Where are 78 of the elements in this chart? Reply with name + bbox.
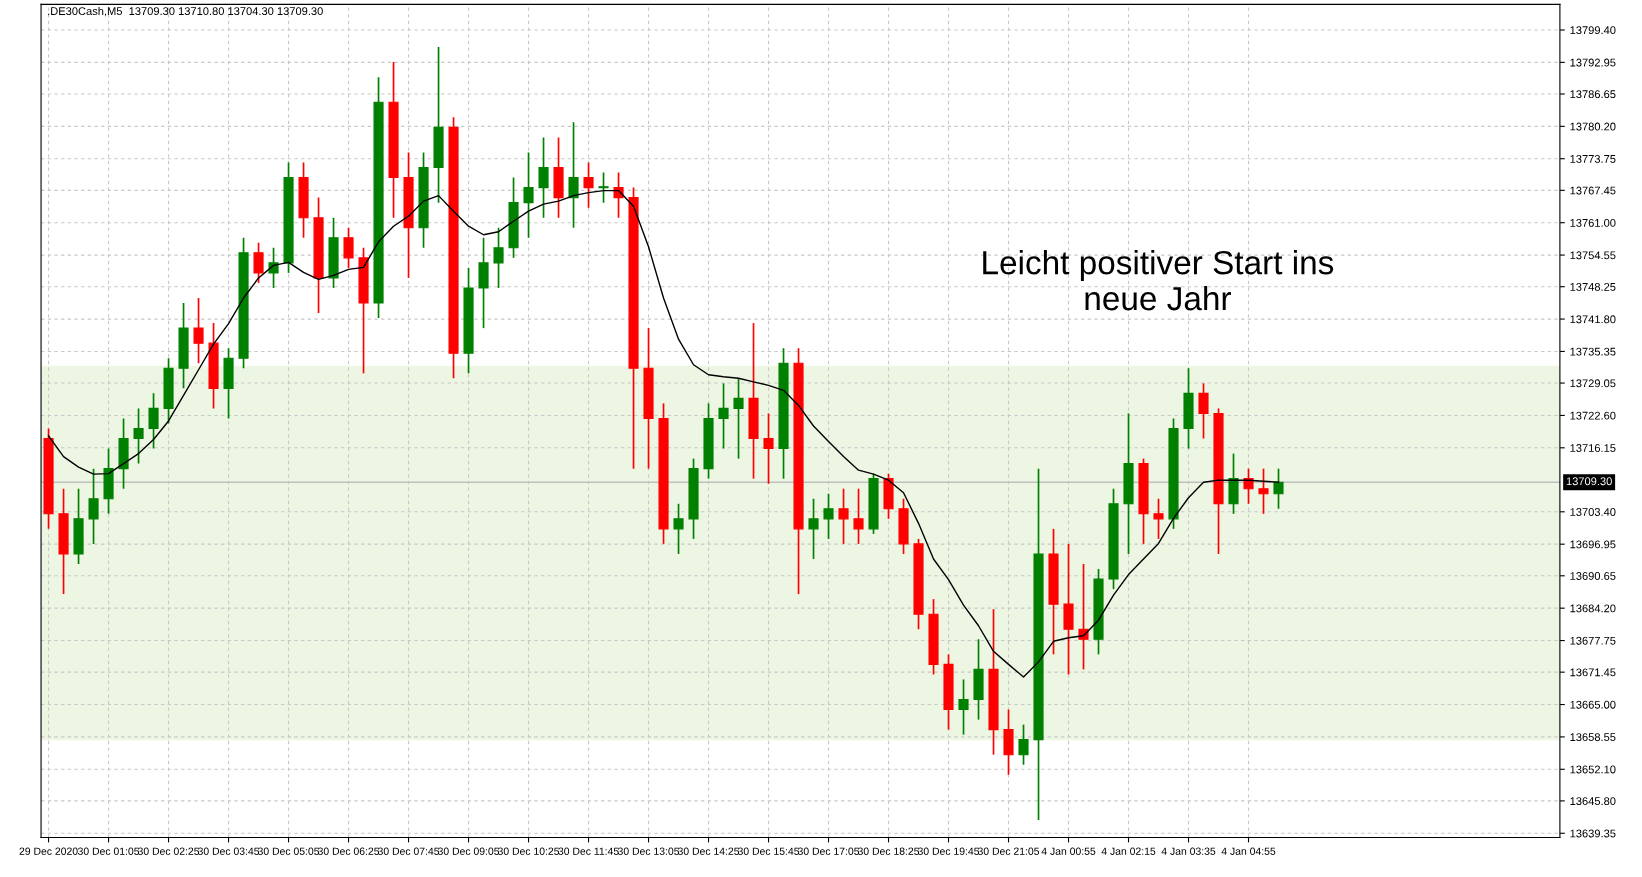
candlestick — [583, 161, 594, 209]
y-tick-label: 13773.75 — [1570, 154, 1616, 163]
candlestick — [823, 492, 834, 540]
candlestick — [523, 151, 534, 239]
x-tick-label: 30 Dec 03:45 — [197, 847, 260, 855]
y-tick-label: 13671.45 — [1570, 668, 1616, 677]
x-tick-label: 30 Dec 07:45 — [377, 847, 440, 855]
y-tick-label: 13741.80 — [1570, 315, 1616, 324]
candlestick — [193, 297, 204, 365]
candlestick — [958, 678, 969, 736]
y-tick-label: 13735.35 — [1570, 347, 1616, 356]
y-tick-label: 13690.65 — [1570, 572, 1616, 580]
x-tick-label: 30 Dec 13:05 — [617, 847, 680, 855]
candlestick — [718, 382, 729, 450]
candlestick — [1018, 723, 1029, 766]
x-tick-label: 30 Dec 14:25 — [677, 847, 740, 855]
x-tick-label: 4 Jan 04:55 — [1221, 847, 1276, 855]
candlestick — [1078, 563, 1089, 671]
x-tick-label: 30 Dec 11:45 — [558, 847, 619, 855]
x-tick-label: 30 Dec 15:45 — [737, 847, 800, 855]
y-tick-label: 13780.20 — [1570, 122, 1616, 131]
candlestick — [133, 407, 144, 465]
candlestick — [1153, 497, 1164, 540]
y-tick-label: 13722.60 — [1570, 411, 1616, 420]
y-tick-label: 13792.95 — [1570, 58, 1616, 67]
y-tick-label: 13677.75 — [1570, 636, 1616, 645]
x-tick-label: 30 Dec 18:25 — [857, 847, 920, 855]
y-tick-label: 13684.20 — [1570, 604, 1616, 613]
x-tick-label: 29 Dec 2020 — [19, 847, 78, 855]
x-tick-label: 30 Dec 10:25 — [497, 847, 560, 855]
candlestick — [1273, 467, 1284, 510]
annotation: Leicht positiver Start ins neue Jahr — [983, 250, 1334, 311]
candlestick — [853, 487, 864, 545]
x-tick-label: 4 Jan 00:55 — [1041, 847, 1096, 855]
candlestick — [253, 241, 264, 284]
y-tick-label: 13767.45 — [1570, 186, 1616, 195]
y-tick-label: 13645.80 — [1570, 797, 1616, 806]
candlestick — [88, 467, 99, 545]
candlestick — [1198, 382, 1209, 440]
candlestick — [763, 412, 774, 485]
x-tick-label: 4 Jan 02:15 — [1101, 847, 1156, 855]
x-tick-label: 30 Dec 17:05 — [797, 847, 860, 855]
candlestick — [598, 171, 609, 204]
y-tick-label: 13716.15 — [1570, 444, 1616, 452]
x-tick-label: 30 Dec 21:05 — [977, 847, 1040, 855]
x-tick-label: 30 Dec 06:25 — [317, 847, 380, 855]
candlestick — [568, 121, 579, 229]
y-tick-label: 13703.40 — [1570, 508, 1616, 516]
candlestick — [1258, 467, 1269, 515]
x-tick-label: 30 Dec 09:05 — [437, 847, 500, 855]
y-tick-label: 13639.35 — [1570, 829, 1616, 838]
y-tick-label: 13748.25 — [1570, 282, 1616, 291]
candlestick — [493, 226, 504, 289]
x-tick-label: 30 Dec 05:05 — [257, 847, 320, 855]
candlestick — [673, 502, 684, 555]
y-tick-label: 13696.95 — [1570, 540, 1616, 549]
candlestick — [538, 136, 549, 219]
chart-title: .DE30Cash,M5 13709.30 13710.80 13704.30 13709.30 — [48, 6, 323, 17]
candlestick — [613, 171, 624, 219]
candlestick — [838, 487, 849, 545]
x-tick-label: 4 Jan 03:35 — [1161, 847, 1216, 855]
candlestick — [733, 377, 744, 460]
x-tick-label: 30 Dec 02:25 — [137, 847, 200, 855]
y-tick-label: 13754.55 — [1570, 251, 1616, 260]
y-tick-label: 13652.10 — [1570, 765, 1616, 774]
candlestick — [343, 226, 354, 269]
y-tick-label: 13761.00 — [1570, 218, 1616, 227]
x-tick-label: 30 Dec 01:05 — [77, 847, 140, 855]
candlestick — [808, 497, 819, 560]
y-tick-label: 13665.00 — [1570, 700, 1616, 709]
y-tick-label: 13799.40 — [1570, 26, 1616, 35]
candlestick — [268, 246, 279, 289]
y-tick-label: 13786.65 — [1570, 90, 1616, 99]
x-tick-label: 30 Dec 19:45 — [917, 847, 980, 855]
ref-line-label: 13709.30 — [1566, 477, 1612, 486]
candlestick — [148, 392, 159, 450]
y-tick-label: 13658.55 — [1570, 733, 1616, 742]
y-tick-label: 13729.05 — [1570, 379, 1616, 388]
